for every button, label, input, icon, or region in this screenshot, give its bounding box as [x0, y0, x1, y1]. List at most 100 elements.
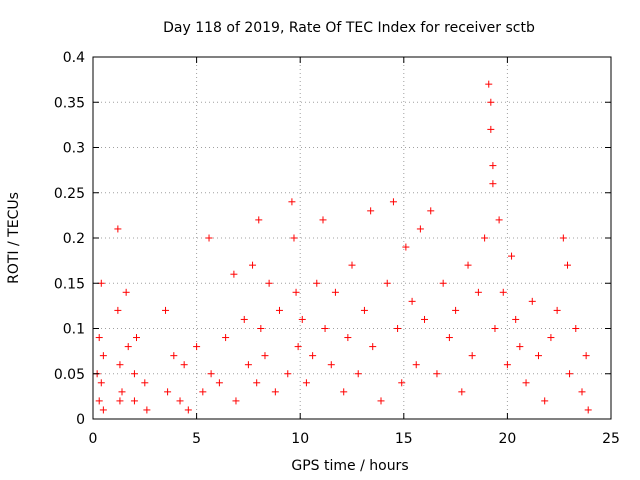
data-point — [240, 315, 248, 323]
data-point — [124, 343, 132, 351]
data-point — [114, 225, 122, 233]
data-point — [99, 406, 107, 414]
data-point — [512, 315, 520, 323]
data-point — [257, 325, 265, 332]
data-point — [97, 379, 105, 387]
x-tick-label: 10 — [291, 431, 309, 447]
data-point — [170, 352, 178, 360]
data-point — [464, 261, 472, 269]
data-point — [522, 379, 530, 387]
data-point — [582, 352, 590, 360]
data-point — [491, 325, 499, 332]
data-point — [298, 315, 306, 323]
data-point — [445, 334, 453, 342]
data-point — [416, 225, 424, 233]
data-point — [566, 370, 574, 378]
data-point — [489, 162, 497, 170]
data-point — [452, 306, 460, 314]
data-point — [331, 288, 339, 296]
data-point — [487, 98, 495, 106]
data-point — [516, 343, 524, 351]
data-point — [284, 370, 292, 378]
data-point — [553, 306, 561, 314]
x-axis-label: GPS time / hours — [291, 458, 408, 474]
data-point — [95, 334, 103, 342]
y-tick-label: 0.35 — [54, 95, 85, 111]
data-point — [474, 288, 482, 296]
y-axis-label: ROTI / TECUs — [6, 192, 22, 284]
data-point — [528, 297, 536, 305]
data-point — [327, 361, 335, 369]
data-point — [309, 352, 317, 360]
data-point — [294, 343, 302, 351]
data-point — [319, 216, 327, 224]
axis-ticks: 0 0.05 0.1 0.15 0.2 0.25 0.3 0.35 0.4 0 5 10 15 20 25 — [54, 50, 620, 447]
data-point — [389, 198, 397, 206]
data-point — [114, 306, 122, 314]
data-point — [383, 279, 391, 287]
data-point — [572, 325, 580, 332]
data-point — [116, 397, 124, 405]
data-point — [421, 315, 429, 323]
data-point — [265, 279, 273, 287]
data-points — [93, 80, 592, 414]
x-tick-label: 20 — [498, 431, 516, 447]
data-point — [302, 379, 310, 387]
data-point — [559, 234, 567, 242]
data-point — [249, 261, 257, 269]
data-point — [547, 334, 555, 342]
data-point — [458, 388, 466, 396]
data-point — [394, 325, 402, 332]
x-tick-label: 5 — [192, 431, 201, 447]
data-point — [377, 397, 385, 405]
data-point — [508, 252, 516, 260]
data-point — [162, 306, 170, 314]
x-tick-label: 0 — [89, 431, 98, 447]
data-point — [275, 306, 283, 314]
data-point — [433, 370, 441, 378]
data-point — [344, 334, 352, 342]
data-point — [180, 361, 188, 369]
data-point — [230, 270, 238, 278]
y-tick-label: 0 — [76, 412, 85, 428]
data-point — [292, 288, 300, 296]
data-point — [141, 379, 149, 387]
data-point — [232, 397, 240, 405]
data-point — [578, 388, 586, 396]
data-point — [487, 125, 495, 133]
data-point — [489, 180, 497, 188]
data-point — [485, 80, 493, 88]
data-point — [95, 397, 103, 405]
data-point — [130, 370, 138, 378]
data-point — [255, 216, 263, 224]
data-point — [118, 388, 126, 396]
data-point — [503, 361, 511, 369]
y-tick-label: 0.15 — [54, 276, 85, 292]
data-point — [367, 207, 375, 215]
data-point — [439, 279, 447, 287]
data-point — [427, 207, 435, 215]
data-point — [116, 361, 124, 369]
y-tick-label: 0.05 — [54, 367, 85, 383]
data-point — [369, 343, 377, 351]
data-point — [143, 406, 151, 414]
data-point — [541, 397, 549, 405]
data-point — [199, 388, 207, 396]
data-point — [534, 352, 542, 360]
data-point — [563, 261, 571, 269]
chart-title: Day 118 of 2019, Rate Of TEC Index for r… — [163, 20, 535, 36]
data-point — [412, 361, 420, 369]
data-point — [360, 306, 368, 314]
x-tick-label: 15 — [395, 431, 413, 447]
y-tick-label: 0.2 — [63, 231, 85, 247]
data-point — [499, 288, 507, 296]
y-tick-label: 0.4 — [63, 50, 85, 66]
data-point — [468, 352, 476, 360]
data-point — [481, 234, 489, 242]
x-tick-label: 25 — [602, 431, 620, 447]
data-point — [193, 343, 201, 351]
data-point — [122, 288, 130, 296]
data-point — [340, 388, 348, 396]
data-point — [184, 406, 192, 414]
